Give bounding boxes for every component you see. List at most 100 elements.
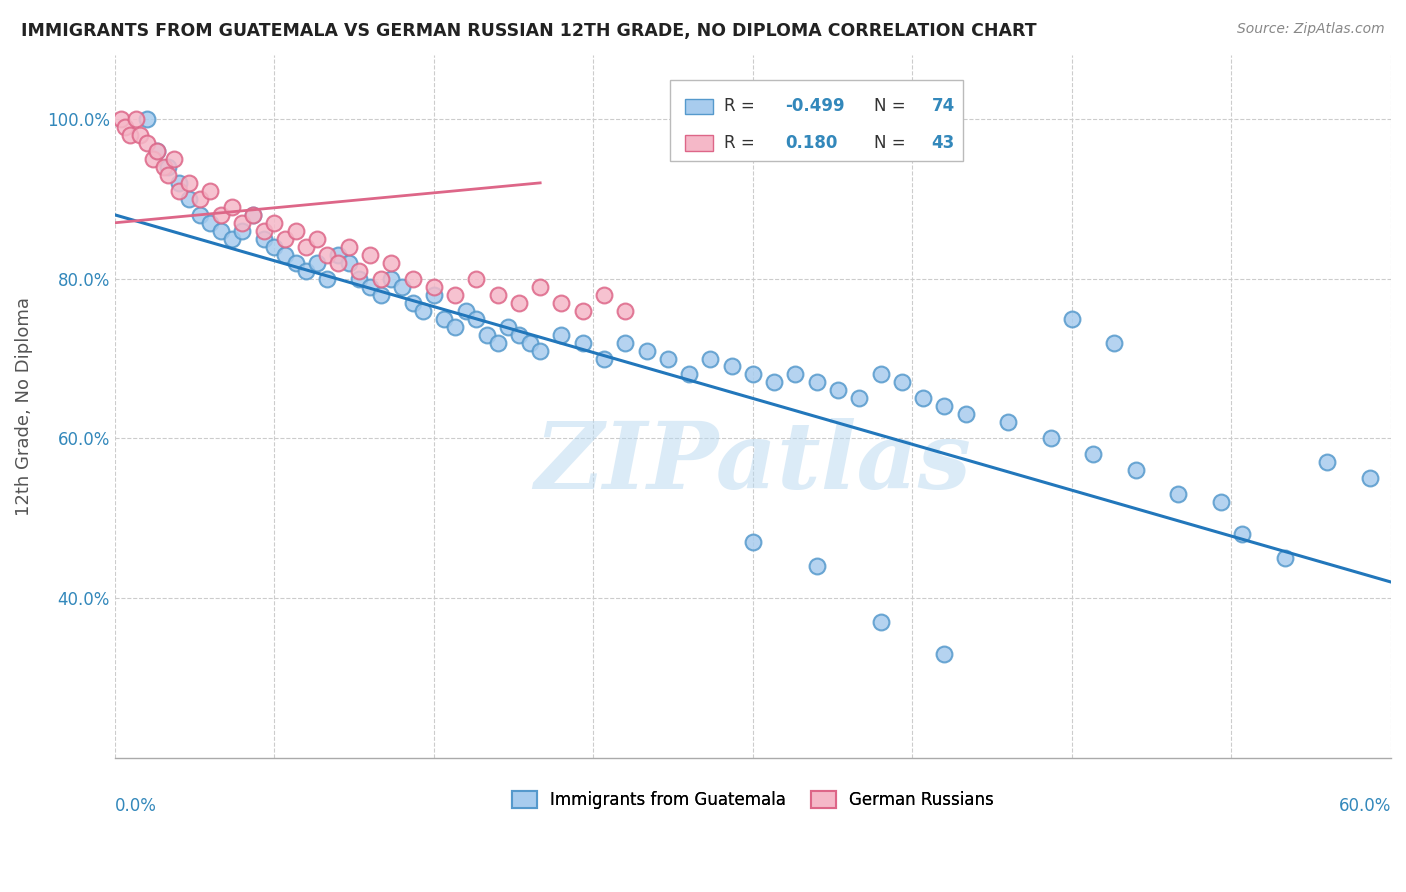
Point bbox=[1274, 551, 1296, 566]
Point bbox=[529, 343, 551, 358]
Point bbox=[1358, 471, 1381, 485]
Point bbox=[806, 376, 828, 390]
Point bbox=[209, 208, 232, 222]
Point bbox=[253, 224, 276, 238]
Point bbox=[129, 128, 152, 142]
Point bbox=[486, 287, 509, 301]
Point bbox=[486, 335, 509, 350]
Point bbox=[110, 112, 132, 126]
Point bbox=[848, 392, 870, 406]
Point bbox=[1104, 335, 1126, 350]
Point bbox=[412, 303, 434, 318]
Point bbox=[1230, 527, 1253, 541]
Point bbox=[337, 256, 360, 270]
Point bbox=[614, 335, 637, 350]
Point bbox=[444, 319, 467, 334]
Point bbox=[114, 120, 136, 134]
Point bbox=[955, 408, 977, 422]
Point bbox=[221, 232, 243, 246]
Point bbox=[359, 248, 381, 262]
FancyBboxPatch shape bbox=[685, 136, 713, 151]
Text: Source: ZipAtlas.com: Source: ZipAtlas.com bbox=[1237, 22, 1385, 37]
Point bbox=[305, 232, 328, 246]
Point bbox=[1125, 463, 1147, 477]
Point bbox=[934, 400, 956, 414]
Text: 0.180: 0.180 bbox=[785, 134, 837, 152]
Text: R =: R = bbox=[724, 134, 759, 152]
Point bbox=[135, 136, 157, 150]
Point bbox=[912, 392, 935, 406]
Point bbox=[519, 335, 541, 350]
Point bbox=[167, 184, 190, 198]
Point bbox=[188, 208, 211, 222]
Point bbox=[763, 376, 786, 390]
Point bbox=[571, 303, 593, 318]
Legend: Immigrants from Guatemala, German Russians: Immigrants from Guatemala, German Russia… bbox=[505, 785, 1001, 816]
Point bbox=[550, 295, 572, 310]
FancyBboxPatch shape bbox=[685, 99, 713, 114]
Point bbox=[391, 279, 413, 293]
Point bbox=[593, 287, 616, 301]
Point bbox=[284, 256, 307, 270]
Point bbox=[146, 144, 169, 158]
Point bbox=[508, 327, 530, 342]
Point bbox=[188, 192, 211, 206]
Point bbox=[869, 615, 891, 629]
Text: IMMIGRANTS FROM GUATEMALA VS GERMAN RUSSIAN 12TH GRADE, NO DIPLOMA CORRELATION C: IMMIGRANTS FROM GUATEMALA VS GERMAN RUSS… bbox=[21, 22, 1036, 40]
Point bbox=[593, 351, 616, 366]
Point bbox=[142, 152, 165, 166]
Point bbox=[454, 303, 477, 318]
Point bbox=[156, 168, 179, 182]
Y-axis label: 12th Grade, No Diploma: 12th Grade, No Diploma bbox=[15, 297, 32, 516]
Point bbox=[179, 192, 201, 206]
Text: ZIPatlas: ZIPatlas bbox=[534, 417, 972, 508]
Point bbox=[571, 335, 593, 350]
Text: N =: N = bbox=[875, 134, 911, 152]
Point bbox=[316, 271, 339, 285]
Point bbox=[156, 160, 179, 174]
Point bbox=[550, 327, 572, 342]
Point bbox=[496, 319, 519, 334]
Point bbox=[465, 271, 488, 285]
Point bbox=[263, 240, 285, 254]
Point bbox=[433, 311, 456, 326]
Point bbox=[806, 559, 828, 574]
Point bbox=[444, 287, 467, 301]
Point bbox=[263, 216, 285, 230]
Point bbox=[370, 287, 392, 301]
Point bbox=[326, 256, 349, 270]
Point bbox=[125, 112, 148, 126]
Point bbox=[997, 416, 1019, 430]
Point bbox=[827, 384, 849, 398]
Point bbox=[1167, 487, 1189, 501]
Text: 43: 43 bbox=[932, 134, 955, 152]
Point bbox=[242, 208, 264, 222]
Point bbox=[529, 279, 551, 293]
Text: -0.499: -0.499 bbox=[785, 97, 845, 115]
Point bbox=[118, 128, 141, 142]
Point bbox=[423, 279, 446, 293]
Point bbox=[326, 248, 349, 262]
Point bbox=[359, 279, 381, 293]
Point bbox=[741, 535, 763, 549]
Point bbox=[465, 311, 488, 326]
Point bbox=[699, 351, 721, 366]
Point bbox=[614, 303, 637, 318]
FancyBboxPatch shape bbox=[669, 79, 963, 161]
Text: 60.0%: 60.0% bbox=[1339, 797, 1391, 814]
Point bbox=[209, 224, 232, 238]
Point bbox=[274, 248, 297, 262]
Point bbox=[890, 376, 912, 390]
Point bbox=[349, 263, 371, 277]
Point bbox=[295, 263, 318, 277]
Point bbox=[200, 216, 222, 230]
Point bbox=[475, 327, 498, 342]
Point bbox=[284, 224, 307, 238]
Point bbox=[1083, 447, 1105, 461]
Point bbox=[231, 224, 253, 238]
Point bbox=[337, 240, 360, 254]
Point bbox=[253, 232, 276, 246]
Point bbox=[349, 271, 371, 285]
Point bbox=[401, 271, 423, 285]
Point bbox=[1060, 311, 1083, 326]
